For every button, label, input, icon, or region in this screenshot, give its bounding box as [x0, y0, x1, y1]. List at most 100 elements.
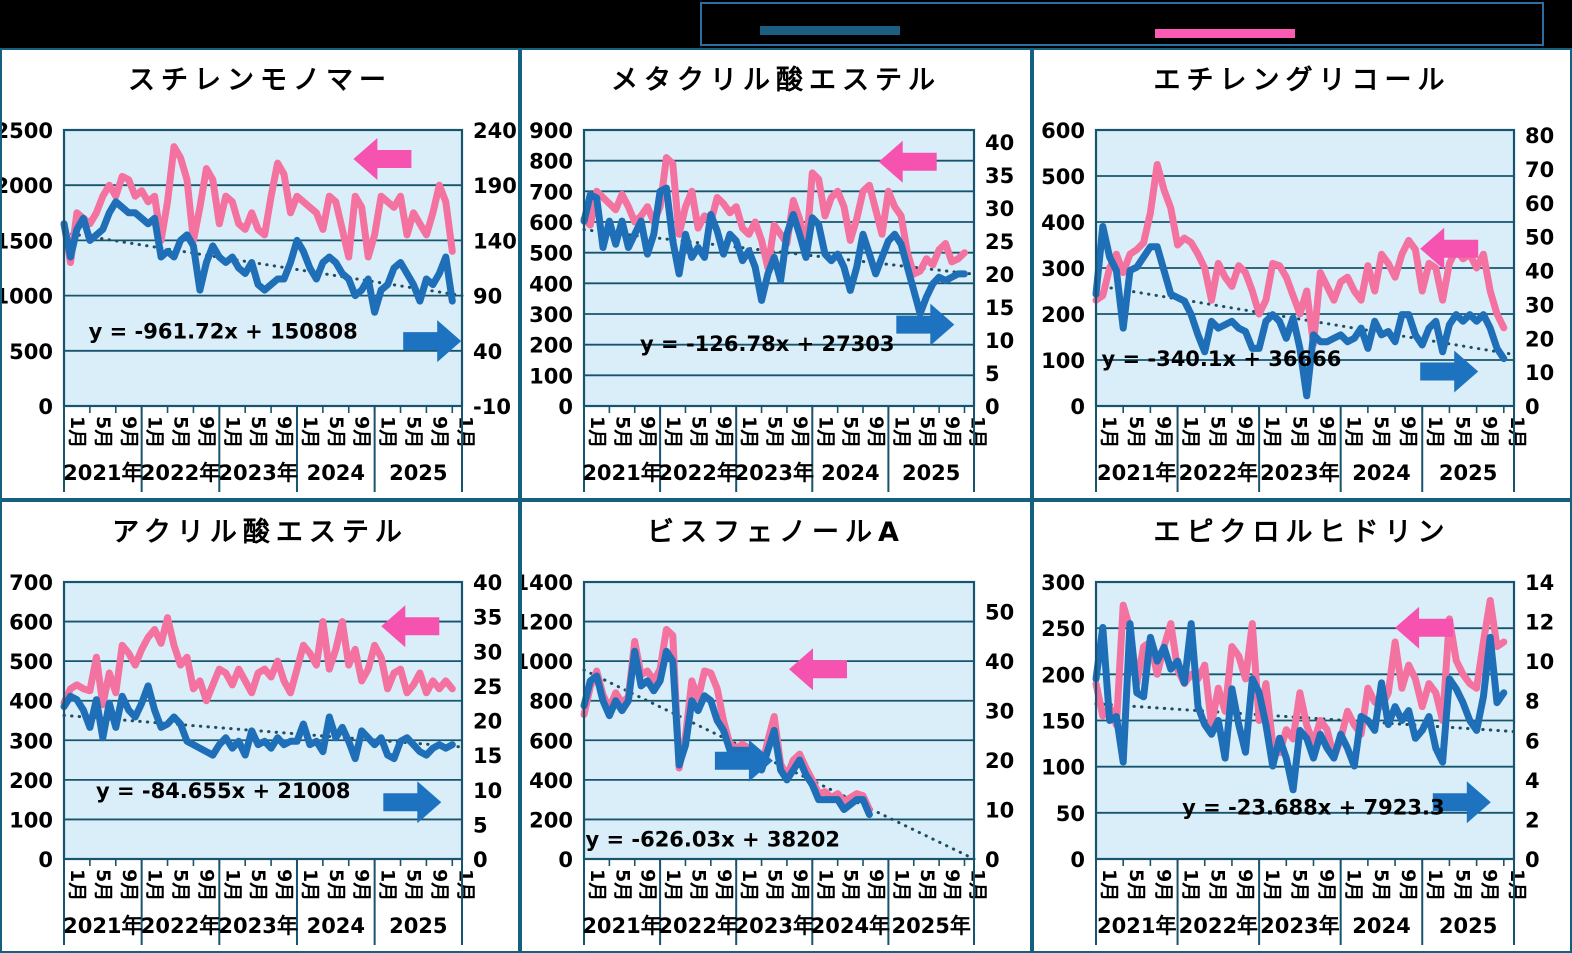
chart-svg: 0 500 1000 1500 2000 2500 -10 40 90 140 190 240 y = …: [0, 119, 517, 492]
left-axis-tick-label: 400: [1041, 211, 1085, 235]
right-axis-tick-label: 90: [473, 285, 502, 309]
x-month-label: 9月: [118, 416, 140, 448]
legend-box: [700, 2, 1544, 46]
x-month-label: 9月: [1479, 869, 1501, 901]
x-month-label: 1月: [967, 869, 989, 901]
x-month-label: 9月: [1479, 416, 1501, 448]
blue-series-line: [60, 198, 456, 316]
chart-title: メタクリル酸エステル: [611, 65, 941, 96]
x-month-label: 9月: [351, 416, 373, 448]
chart-panel-acrylate-ester: アクリル酸エステル 0 100 200 300 400 500 600 700 0 5 10 15 20…: [0, 500, 520, 953]
right-axis-tick-label: 5: [473, 813, 488, 837]
x-month-label: 5月: [916, 869, 938, 901]
left-axis-tick-label: 1200: [522, 611, 573, 635]
x-month-label: 9月: [428, 416, 450, 448]
legend-blue-line-swatch: [760, 26, 900, 35]
chart-svg: 0 200 400 600 800 1000 1200 1400 0 10 20 30 40 50 y = …: [515, 571, 1014, 945]
x-month-label: 1月: [377, 416, 399, 448]
left-axis-tick-label: 600: [1041, 119, 1085, 143]
x-month-label: 9月: [713, 869, 735, 901]
x-month-label: 1月: [454, 416, 476, 448]
x-month-label: 5月: [840, 869, 862, 901]
x-month-label: 1月: [890, 869, 912, 901]
x-month-label: 5月: [764, 869, 786, 901]
chart-panel-ethylene-glycol: エチレングリコール 0 100 200 300 400 500 600 0 10 20 30 40 50…: [1032, 48, 1572, 500]
x-month-label: 5月: [1451, 869, 1473, 901]
x-year-label: 2024: [307, 461, 365, 485]
right-axis-tick-label: 20: [1525, 327, 1554, 351]
x-month-label: 1月: [1343, 869, 1365, 901]
pink-series-line: [1092, 161, 1508, 348]
x-month-label: 1月: [1261, 416, 1283, 448]
chart-title: アクリル酸エステル: [112, 517, 408, 548]
plot-border: [62, 128, 464, 408]
blue-right-arrow-icon: [1432, 781, 1491, 824]
right-axis-tick-label: 40: [473, 340, 502, 364]
right-axis-tick-label: 15: [473, 744, 502, 768]
x-month-label: 1月: [1343, 416, 1365, 448]
left-axis-tick-label: 400: [529, 272, 573, 296]
x-year-label: 2024: [307, 914, 365, 938]
x-month-label: 5月: [611, 869, 633, 901]
x-month-label: 5月: [1451, 416, 1473, 448]
chart-svg: 0 50 100 150 200 250 300 0 2 4 6 8 10 12 14 y = -23.688…: [1041, 571, 1554, 945]
left-axis-tick-label: 0: [558, 848, 573, 872]
right-axis-tick-label: 5: [985, 362, 1000, 386]
x-year-label: 2021年: [1097, 461, 1176, 485]
right-axis-tick-label: 10: [1525, 650, 1554, 674]
right-axis-tick-label: 10: [1525, 361, 1554, 385]
left-axis-tick-label: 500: [1041, 165, 1085, 189]
x-month-label: 5月: [840, 416, 862, 448]
pink-left-arrow-icon: [1395, 606, 1454, 649]
x-month-label: 1月: [454, 869, 476, 901]
x-month-label: 1月: [586, 416, 608, 448]
chart-title: スチレンモノマー: [128, 65, 392, 96]
x-month-label: 9月: [195, 869, 217, 901]
right-axis-tick-label: 14: [1525, 571, 1554, 595]
blue-series-line: [580, 184, 968, 318]
x-month-label: 9月: [428, 869, 450, 901]
x-month-label: 5月: [688, 416, 710, 448]
x-month-label: 5月: [916, 416, 938, 448]
chart-title: ビスフェノールA: [647, 517, 905, 548]
x-month-label: 9月: [1234, 416, 1256, 448]
x-month-label: 1月: [377, 869, 399, 901]
left-axis-tick-label: 1500: [2, 229, 53, 253]
chart-panel-styrene-monomer: スチレンモノマー 0 500 1000 1500 2000 2500 -10 40 90 140 1…: [0, 48, 520, 500]
left-axis-tick-label: 200: [9, 769, 53, 793]
left-axis-tick-label: 200: [1041, 303, 1085, 327]
right-axis-tick-label: 20: [985, 749, 1014, 773]
x-month-label: 9月: [789, 416, 811, 448]
x-month-label: 1月: [144, 416, 166, 448]
left-axis-tick-label: 100: [529, 364, 573, 388]
x-month-label: 5月: [403, 869, 425, 901]
left-axis-tick-label: 250: [1041, 617, 1085, 641]
right-axis-tick-label: 0: [1525, 395, 1540, 419]
right-axis-tick-label: 30: [1525, 293, 1554, 317]
left-axis-tick-label: 100: [1041, 756, 1085, 780]
blue-series-line: [60, 682, 456, 763]
right-axis-tick-label: 8: [1525, 690, 1540, 714]
x-month-label: 1月: [1506, 416, 1528, 448]
x-year-label: 2022年: [1179, 914, 1258, 938]
trend-line: [1094, 283, 1516, 356]
right-axis-tick-label: 240: [473, 119, 517, 143]
x-month-label: 9月: [865, 416, 887, 448]
x-year-label: 2023年: [218, 914, 297, 938]
x-month-label: 1月: [299, 416, 321, 448]
x-month-label: 9月: [865, 869, 887, 901]
x-year-label: 2024: [821, 461, 879, 485]
plot-border: [62, 580, 464, 861]
blue-right-arrow-icon: [896, 303, 955, 346]
x-year-label: 2021年: [63, 914, 142, 938]
x-year-label: 2021年: [1097, 914, 1176, 938]
x-month-label: 1月: [299, 869, 321, 901]
x-month-label: 1月: [662, 416, 684, 448]
right-axis-tick-label: 35: [985, 164, 1014, 188]
x-month-label: 1月: [890, 416, 912, 448]
x-month-label: 1月: [738, 416, 760, 448]
x-year-label: 2025年: [891, 914, 970, 938]
x-month-label: 5月: [688, 869, 710, 901]
x-month-label: 1月: [1180, 869, 1202, 901]
x-month-label: 9月: [637, 416, 659, 448]
